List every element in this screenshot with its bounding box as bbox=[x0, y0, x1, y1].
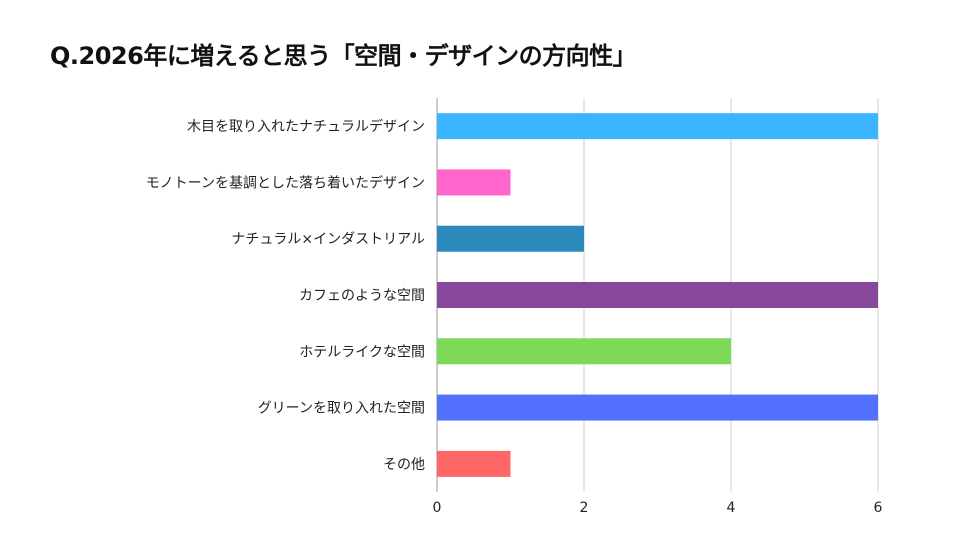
x-tick-label: 0 bbox=[433, 500, 442, 516]
category-label: 木目を取り入れたナチュラルデザイン bbox=[187, 118, 425, 135]
x-tick-labels: 0 2 4 6 bbox=[433, 500, 883, 516]
bar bbox=[437, 450, 511, 477]
bar bbox=[437, 225, 584, 252]
bar bbox=[437, 113, 878, 140]
category-label: グリーンを取り入れた空間 bbox=[258, 401, 425, 417]
bar bbox=[437, 169, 511, 196]
chart-title: Q.2026年に増えると思う「空間・デザインの方向性」 bbox=[50, 42, 637, 70]
bar bbox=[437, 338, 731, 365]
bar bbox=[437, 394, 878, 421]
category-label: ナチュラル×インダストリアル bbox=[231, 232, 425, 248]
x-tick-label: 4 bbox=[727, 500, 736, 516]
x-tick-label: 2 bbox=[580, 500, 589, 516]
x-tick-label: 6 bbox=[874, 500, 883, 516]
category-label: ホテルライクな空間 bbox=[299, 344, 425, 360]
bar bbox=[437, 282, 878, 308]
category-label: その他 bbox=[383, 457, 425, 473]
category-labels: 木目を取り入れたナチュラルデザインモノトーンを基調とした落ち着いたデザインナチュ… bbox=[146, 118, 425, 473]
category-label: カフェのような空間 bbox=[299, 288, 425, 304]
bars bbox=[437, 113, 878, 477]
category-label: モノトーンを基調とした落ち着いたデザイン bbox=[146, 174, 425, 191]
